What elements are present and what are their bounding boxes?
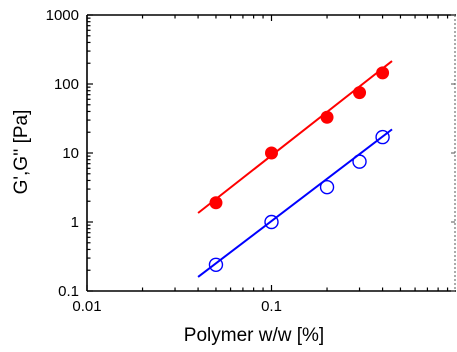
data-point [319,179,335,195]
fit-line [197,60,393,214]
y-tick-label: 1000 [46,7,79,24]
x-axis-ticks: 0.01 0.1 [72,15,449,315]
x-tick-label: 0.01 [72,298,101,315]
y-tick-label: 100 [54,76,79,93]
y-tick-label: 10 [62,145,79,162]
data-point [208,257,224,272]
y-axis-title: G',G'' [Pa] [11,110,32,195]
data-point [375,129,390,145]
data-point [353,86,367,100]
data-point [352,154,367,169]
y-tick-label: 1 [71,214,79,231]
data-point [320,110,334,124]
fit-line [197,128,393,278]
series-layer [197,60,393,278]
data-point [265,146,278,160]
x-tick-label: 0.1 [261,298,282,315]
series-2 [197,128,393,278]
y-tick-label: 0.1 [58,283,79,300]
x-axis-title: Polymer w/w [%] [184,325,324,346]
y-axis-ticks: 0.1 1 10 100 1000 [46,7,455,300]
series-1 [197,60,393,214]
data-point [264,214,279,230]
data-point [209,196,223,210]
data-point [376,66,390,80]
